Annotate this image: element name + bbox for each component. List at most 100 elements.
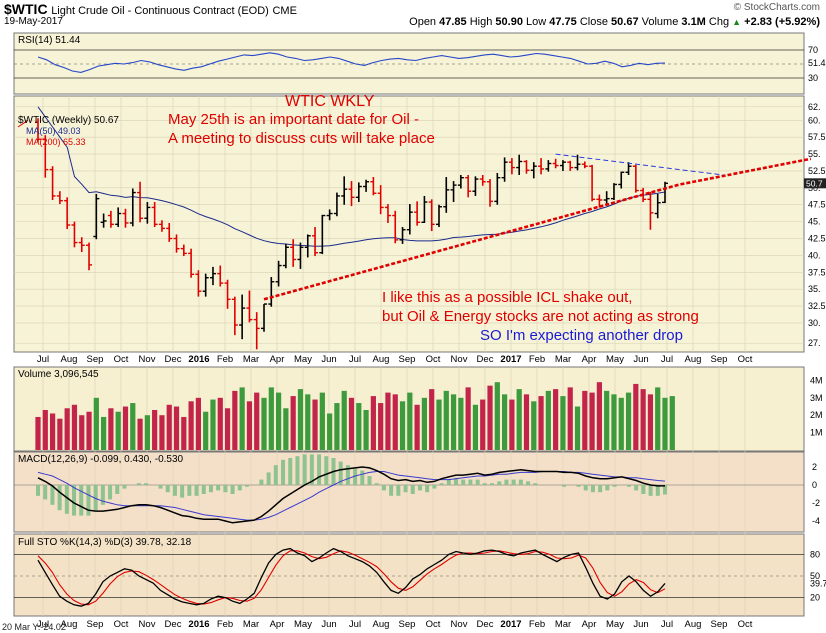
- volume-bar: [290, 396, 296, 450]
- open-value: 47.85: [439, 16, 467, 28]
- x-tick-label: Oct: [738, 619, 753, 630]
- open-label: Open: [409, 16, 437, 28]
- volume-bar: [224, 408, 231, 450]
- price-tick-label: 52.5: [808, 166, 826, 176]
- rsi-tick-label: 30: [808, 73, 818, 83]
- volume-bar: [509, 399, 515, 450]
- note2-line2: but Oil & Energy stocks are not acting a…: [382, 308, 699, 325]
- volume-bar: [246, 401, 253, 450]
- macd-histogram-bar: [497, 481, 502, 485]
- volume-bar: [122, 406, 129, 450]
- x-tick-label: Nov: [451, 354, 468, 365]
- volume-bar: [35, 416, 41, 450]
- volume-bar: [487, 385, 493, 450]
- x-tick-label: Nov: [139, 619, 156, 630]
- volume-bar: [450, 394, 457, 450]
- volume-bar: [502, 394, 508, 450]
- volume-bar: [560, 396, 566, 450]
- volume-bar: [494, 382, 500, 450]
- high-value: 50.90: [495, 16, 523, 28]
- x-tick-label: Sep: [711, 354, 728, 365]
- volume-bar: [166, 404, 172, 450]
- volume-bar: [421, 397, 428, 450]
- price-tick-label: 35.: [808, 284, 821, 294]
- chart-header: $WTIC Light Crude Oil - Continuous Contr…: [0, 0, 826, 32]
- volume-bar: [516, 389, 522, 450]
- volume-bar: [42, 410, 48, 450]
- volume-bar: [312, 399, 318, 450]
- macd-plot: 2 0 -2 -4: [14, 454, 820, 526]
- volume-bar: [232, 390, 238, 450]
- macd-histogram-bar: [360, 470, 365, 485]
- x-tick-label: Dec: [165, 354, 182, 365]
- x-tick-label: Dec: [477, 619, 494, 630]
- macd-histogram-bar: [338, 461, 343, 485]
- wtic-wkly-text: WTIC WKLY: [285, 93, 375, 110]
- rsi-tick-label: 51.4: [808, 58, 826, 68]
- price-tick-label: 47.5: [808, 200, 826, 210]
- volume-tick-label: 4M: [810, 375, 823, 385]
- volume-tick-label: 3M: [810, 393, 823, 403]
- volume-bar: [144, 415, 150, 450]
- x-tick-label: Sep: [399, 619, 416, 630]
- note1-line2: A meeting to discuss cuts will take plac…: [168, 130, 435, 147]
- volume-bar: [465, 387, 471, 450]
- macd-histogram-bar: [403, 485, 408, 493]
- macd-tick-label: -2: [812, 498, 820, 508]
- x-tick-label: 2017: [500, 619, 521, 630]
- x-tick-label: Feb: [529, 354, 545, 365]
- annotation-note3: SO I'm expecting another drop: [480, 327, 683, 344]
- volume-bar: [152, 410, 158, 450]
- ma200-label: MA(200) 65.33: [26, 137, 86, 147]
- volume-bar: [79, 415, 85, 450]
- macd-histogram-bar: [223, 485, 228, 493]
- x-tick-label: May: [294, 354, 312, 365]
- macd-histogram-bar: [43, 485, 48, 500]
- volume-bar: [574, 406, 581, 450]
- macd-histogram-bar: [396, 485, 401, 496]
- x-tick-label: Aug: [373, 354, 390, 365]
- volume-bar: [596, 382, 602, 450]
- volume-bar: [181, 416, 187, 450]
- macd-histogram-bar: [410, 485, 415, 494]
- ma50-label: MA(50) 49.03: [26, 126, 81, 136]
- volume-bar: [655, 387, 661, 450]
- x-tick-label: Apr: [582, 619, 597, 630]
- last-price-label: 50.7: [806, 178, 823, 188]
- volume-bar: [399, 401, 406, 450]
- x-tick-label: Feb: [217, 619, 233, 630]
- macd-tick-label: 0: [812, 480, 817, 490]
- volume-bar: [392, 394, 398, 450]
- volume-bar: [71, 404, 78, 450]
- x-tick-label: Mar: [555, 354, 571, 365]
- rsi-panel-bg: [13, 32, 805, 95]
- volume-bar: [604, 390, 610, 450]
- macd-histogram-bar: [432, 485, 437, 489]
- annotation-note1: May 25th is an important date for Oil - …: [168, 110, 435, 148]
- macd-histogram-bar: [598, 485, 603, 493]
- volume-bar: [254, 392, 260, 450]
- macd-histogram-bar: [50, 485, 55, 505]
- volume-bar: [108, 408, 114, 450]
- volume-bar: [633, 383, 639, 450]
- x-tick-label: Sep: [87, 354, 104, 365]
- macd-histogram-bar: [381, 485, 386, 491]
- volume-bar: [210, 399, 216, 450]
- macd-histogram-bar: [100, 485, 105, 505]
- price-tick-label: 55.: [808, 149, 821, 159]
- exchange: CME: [272, 5, 297, 17]
- rsi-tick-label: 70: [808, 45, 818, 55]
- volume-bar: [662, 397, 668, 450]
- volume-bar: [538, 396, 544, 450]
- macd-histogram-bar: [389, 485, 394, 496]
- macd-histogram-bar: [562, 485, 567, 487]
- sto-tick-label: 20: [810, 593, 820, 603]
- macd-histogram-bar: [655, 485, 660, 496]
- macd-histogram-bar: [454, 477, 458, 485]
- macd-histogram-bar: [425, 485, 430, 493]
- volume-bar: [647, 394, 654, 450]
- x-tick-label: Aug: [61, 619, 78, 630]
- macd-histogram-bar: [180, 485, 185, 498]
- x-tick-label: Oct: [114, 354, 129, 365]
- volume-label-hdr: Volume: [641, 16, 679, 28]
